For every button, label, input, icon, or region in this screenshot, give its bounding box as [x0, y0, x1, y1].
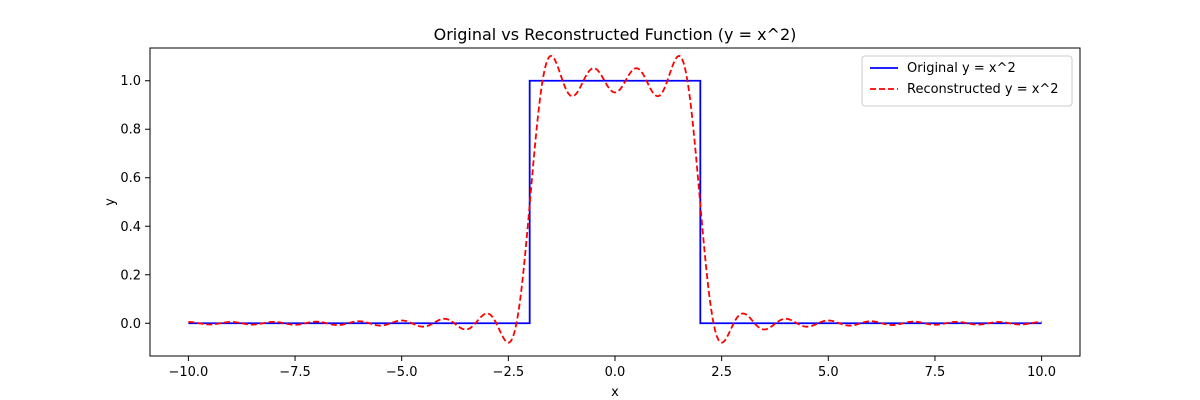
x-tick-label: 10.0: [1027, 365, 1056, 380]
legend-entry: Reconstructed y = x^2: [907, 82, 1059, 97]
legend-entry: Original y = x^2: [907, 61, 1016, 76]
x-axis-ticks: −10.0 −7.5 −5.0 −2.5 0.0 2.5 5.0 7.5 10.0: [168, 356, 1056, 380]
x-tick-label: −7.5: [279, 365, 311, 380]
series-reconstructed-line: [188, 55, 1042, 344]
x-tick-label: −5.0: [386, 365, 418, 380]
x-tick-label: 0.0: [605, 365, 626, 380]
y-tick-label: 1.0: [120, 74, 141, 89]
y-axis-label: y: [103, 198, 118, 206]
legend-box: [861, 55, 1073, 107]
series-original-line: [188, 79, 1042, 325]
y-tick-label: 0.4: [120, 220, 141, 235]
chart-title: Original vs Reconstructed Function (y = …: [434, 25, 797, 44]
legend: Original y = x^2 Reconstructed y = x^2: [861, 55, 1073, 107]
x-tick-label: 2.5: [711, 365, 732, 380]
x-tick-label: −10.0: [168, 365, 208, 380]
y-tick-label: 0.0: [120, 317, 141, 332]
x-tick-label: 5.0: [818, 365, 839, 380]
y-tick-label: 0.8: [120, 123, 141, 138]
y-tick-label: 0.6: [120, 171, 141, 186]
y-tick-label: 0.2: [120, 268, 141, 283]
x-tick-label: −2.5: [493, 365, 525, 380]
y-axis-ticks: 0.0 0.2 0.4 0.6 0.8 1.0: [120, 74, 150, 332]
x-tick-label: 7.5: [925, 365, 946, 380]
x-axis-label: x: [611, 385, 619, 400]
